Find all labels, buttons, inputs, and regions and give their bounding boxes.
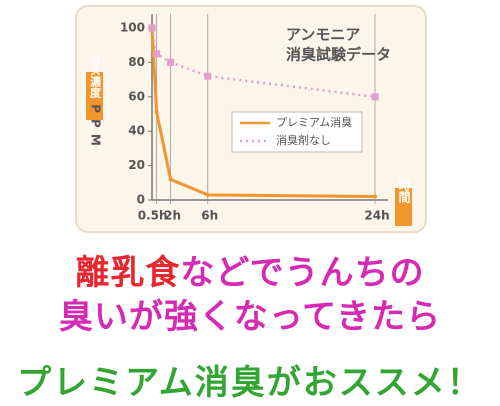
chart-title-line: 消臭試験データ xyxy=(286,46,391,64)
x-label: 時間 xyxy=(397,178,411,204)
headline-line: 臭いが強くなってきたら xyxy=(59,297,441,337)
y-tick-label: 20 xyxy=(128,158,145,172)
x-tick-label: 2h xyxy=(164,209,181,223)
point xyxy=(371,93,379,101)
point xyxy=(153,50,161,58)
legend-label: 消臭剤なし xyxy=(276,133,331,147)
point xyxy=(168,177,173,182)
point xyxy=(167,58,175,66)
y-tick-label: 80 xyxy=(128,55,145,69)
y-tick-label: 40 xyxy=(128,124,145,138)
y-unit: PPM xyxy=(89,104,103,152)
headline-line: 離乳食などでうんちの xyxy=(75,253,424,293)
headline-segment: などでうんちの xyxy=(180,253,424,293)
x-tick-label: 0.5h xyxy=(138,209,168,223)
legend-box xyxy=(231,111,363,153)
legend-label: プレミアム消臭 xyxy=(276,115,352,129)
x-tick-label: 24h xyxy=(364,209,389,223)
x-tick-label: 6h xyxy=(201,209,218,223)
point xyxy=(154,110,159,115)
y-tick-label: 0 xyxy=(137,193,145,207)
headline-segment: 離乳食 xyxy=(75,253,180,293)
x-label-box xyxy=(395,188,412,226)
point xyxy=(204,72,212,80)
headline-segment: 臭いが強くなってきたら xyxy=(59,297,441,337)
chart-title-line: アンモニア xyxy=(286,26,360,44)
headline-line: プレミアム消臭がおススメ！ xyxy=(17,363,483,403)
y-label-box xyxy=(86,72,103,120)
point xyxy=(373,194,377,199)
headline-segment: プレミアム消臭がおススメ！ xyxy=(17,363,483,403)
y-tick-label: 100 xyxy=(120,21,145,35)
y-label: ガス濃度 xyxy=(89,54,102,99)
point xyxy=(148,24,156,32)
point xyxy=(205,192,210,197)
y-tick-label: 60 xyxy=(128,89,145,103)
